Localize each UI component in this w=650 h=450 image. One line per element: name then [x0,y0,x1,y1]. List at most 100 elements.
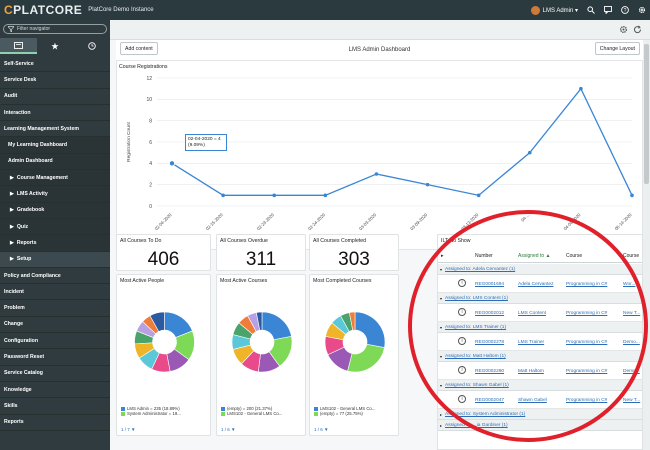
data-point[interactable] [374,172,379,176]
info-icon[interactable]: i [458,308,466,316]
sidebar-item[interactable]: ▶ Gradebook [0,202,110,219]
legend-item[interactable]: (empty) = 77 (25.75%) [314,411,375,416]
legend-pager[interactable]: 1 / 6 ▼ [221,427,236,432]
sidebar-item[interactable]: ▶ Reports [0,235,110,252]
table-row[interactable]: i REG0002278 LMS Trainer Programming in C# D… [438,333,642,351]
group-header[interactable]: ▸ Assigned to: ...ia Gardiner (1) [438,420,642,431]
group-header[interactable]: ▾ Assigned to: Adela Cervantez (1) [438,264,642,275]
donut-slice[interactable] [149,311,165,332]
sidebar-item[interactable]: Change [0,317,110,334]
sidebar-item[interactable]: ▶ Quiz [0,218,110,236]
assigned-to-link[interactable]: Shawn Gabel [518,398,547,403]
expand-triangle-icon[interactable]: ▸ [440,423,443,428]
data-point[interactable] [425,182,430,187]
data-point[interactable] [323,193,328,198]
legend-item[interactable]: LMS Admin = 235 (18.89%) [121,406,181,411]
data-point[interactable] [476,193,481,198]
info-icon[interactable]: i [458,366,466,374]
sidebar-item[interactable]: Reports [0,415,110,431]
group-header[interactable]: ▾ Assigned to: LMS Trainer (1) [438,322,642,333]
course-2-link[interactable]: New T... [623,398,641,403]
sidebar-item[interactable]: Service Catalog [0,366,110,382]
collapse-triangle-icon[interactable]: ▾ [440,296,443,301]
dashboard-settings-icon[interactable] [619,25,628,36]
donut-slice[interactable] [354,311,386,348]
data-point[interactable] [272,193,277,198]
sidebar-item[interactable]: ▶ Setup [0,251,110,268]
data-point[interactable] [221,193,225,198]
record-number-link[interactable]: REG0002278 [475,340,505,345]
legend-pager[interactable]: 1 / 6 ▼ [314,427,329,432]
refresh-icon[interactable] [633,25,642,36]
group-header[interactable]: ▸ Assigned to: System Administrator (1) [438,409,642,420]
sidebar-item[interactable]: Knowledge [0,382,110,399]
data-point[interactable] [169,160,176,167]
sidebar-item[interactable]: Skills [0,398,110,415]
course-link[interactable]: Programming in C# [566,398,608,403]
info-icon[interactable]: i [458,337,466,345]
help-icon[interactable]: ? [621,6,629,14]
collapse-triangle-icon[interactable]: ▾ [440,325,443,330]
group-label[interactable]: Assigned to: LMS Content (1) [445,296,508,301]
group-label[interactable]: Assigned to: LMS Trainer (1) [445,325,507,330]
group-label[interactable]: Assigned to: ...ia Gardiner (1) [445,423,508,428]
sidebar-item[interactable]: Problem [0,300,110,317]
sidebar-item[interactable]: Password Reset [0,349,110,366]
user-menu[interactable]: LMS Admin ▾ [530,5,578,15]
course-link[interactable]: Programming in C# [566,311,608,316]
group-label[interactable]: Assigned to: Matt Haltom (1) [445,354,506,359]
legend-item[interactable]: System Administrator = 19... [121,411,181,416]
course-2-link[interactable]: Demo... [623,369,640,374]
assigned-to-link[interactable]: Matt Haltom [518,369,544,374]
collapse-triangle-icon[interactable]: ▾ [440,267,443,272]
info-icon[interactable]: i [458,279,466,287]
sidebar-item[interactable]: Service Desk [0,72,110,89]
assigned-to-link[interactable]: Adela Cervantez [518,282,554,287]
sidebar-item[interactable]: My Learning Dashboard [0,137,110,154]
platcore-logo[interactable]: CPLATCORE [4,3,83,17]
assigned-to-link[interactable]: LMS Content [518,311,546,316]
add-content-button[interactable]: Add content [120,42,158,55]
column-course[interactable]: Course [566,253,583,259]
course-link[interactable]: Programming in C# [566,340,608,345]
column-number[interactable]: Number [475,253,493,259]
record-number-link[interactable]: REG0002012 [475,311,505,316]
legend-item[interactable]: LMS102 - General LMS Co... [314,406,375,411]
most-active-people-donut[interactable] [117,297,212,387]
donut-slice[interactable] [347,343,385,373]
scrollbar-thumb[interactable] [644,44,649,184]
record-number-link[interactable]: REG0001694 [475,282,505,287]
filter-navigator-input[interactable]: Filter navigator [3,24,107,34]
tab-all-applications[interactable] [0,38,37,54]
search-icon[interactable] [587,6,595,14]
column-course-2[interactable]: Course [623,253,640,259]
group-label[interactable]: Assigned to: Shawn Gabel (1) [445,383,509,388]
collapse-triangle-icon[interactable]: ▾ [440,383,443,388]
donut-slice[interactable] [349,311,356,331]
data-point[interactable] [630,193,634,198]
sidebar-item[interactable]: Interaction [0,105,110,122]
most-active-courses-donut[interactable] [217,297,307,387]
course-link[interactable]: Programming in C# [566,282,608,287]
expand-triangle-icon[interactable]: ▸ [440,412,443,417]
course-2-link[interactable]: Wor... [623,282,636,287]
assigned-to-link[interactable]: LMS Trainer [518,340,545,345]
group-label[interactable]: Assigned to: System Administrator (1) [445,412,526,417]
main-scrollbar[interactable] [643,40,650,450]
record-number-link[interactable]: REG0002290 [475,369,505,374]
group-header[interactable]: ▾ Assigned to: LMS Content (1) [438,293,642,304]
donut-slice[interactable] [261,311,292,341]
course-link[interactable]: Programming in C# [566,369,608,374]
legend-pager[interactable]: 1 / 7 ▼ [121,427,136,432]
donut-slice[interactable] [256,311,263,331]
settings-gear-icon[interactable] [638,6,646,14]
sidebar-item[interactable]: Incident [0,284,110,301]
sidebar-item[interactable]: Configuration [0,333,110,350]
course-registrations-chart[interactable]: 0 2 4 6 8 10 12 Registration Count 02-04-2020 02-… [117,61,642,249]
table-row[interactable]: i REG0002047 Shawn Gabel Programming in C# N… [438,391,642,409]
record-number-link[interactable]: REG0002047 [475,398,505,403]
change-layout-button[interactable]: Change Layout [594,42,640,55]
info-icon[interactable]: i [458,395,466,403]
legend-item[interactable]: LMS102 - General LMS Co... [221,411,282,416]
sidebar-item[interactable]: Admin Dashboard [0,153,110,171]
